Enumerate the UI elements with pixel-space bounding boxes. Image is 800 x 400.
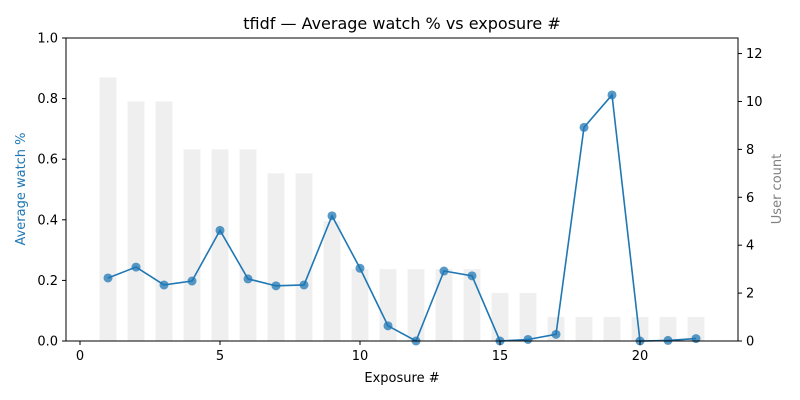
y-right-tick-label: 10: [746, 95, 763, 110]
bar: [295, 173, 313, 341]
bars-layer: [99, 77, 705, 342]
y-right-tick-label: 6: [746, 191, 754, 206]
x-tick-label: 20: [632, 349, 649, 364]
data-point: [355, 263, 365, 273]
x-axis-label: Exposure #: [364, 371, 439, 386]
bar: [407, 269, 425, 341]
y-right-tick-label: 12: [746, 47, 763, 62]
bar: [183, 149, 201, 341]
bar: [99, 77, 117, 342]
bar: [379, 269, 397, 341]
bar: [687, 317, 705, 341]
axes-layer: 0 5 10 15 20 0.0 0.2 0.4 0.6 0.8 1.0 0 2 4 6 8 10 12: [37, 32, 762, 365]
y-left-tick-label: 0.8: [37, 92, 58, 107]
data-point: [299, 280, 309, 290]
bar: [155, 101, 173, 342]
y-axis-left-label: Average watch %: [14, 132, 29, 245]
y-right-tick-label: 8: [746, 143, 754, 158]
y-right-tick-label: 4: [746, 239, 754, 254]
data-point: [271, 281, 281, 291]
plot-frame: [65, 37, 739, 342]
bar: [267, 173, 285, 341]
data-point: [243, 274, 253, 284]
bar: [239, 149, 257, 341]
x-tick-label: 0: [76, 349, 84, 364]
y-axis-right-label: User count: [770, 154, 785, 224]
bar: [351, 269, 369, 341]
bar: [127, 101, 145, 342]
series-line: [107, 93, 697, 343]
data-point: [215, 225, 225, 235]
data-point: [439, 266, 449, 276]
bar: [323, 221, 341, 341]
x-tick-label: 15: [492, 349, 509, 364]
y-right-tick-label: 0: [746, 335, 754, 350]
data-point: [383, 321, 393, 331]
bar: [435, 269, 453, 341]
data-point: [187, 276, 197, 286]
y-left-tick-label: 0.0: [37, 335, 58, 350]
data-point: [103, 273, 113, 283]
bar: [659, 317, 677, 341]
data-point: [467, 271, 477, 281]
bar: [575, 317, 593, 341]
y-left-tick-label: 0.4: [37, 213, 58, 228]
line-layer: [103, 90, 701, 346]
bar: [519, 293, 537, 341]
data-point: [663, 335, 673, 345]
x-tick-label: 5: [216, 349, 224, 364]
x-tick-label: 10: [352, 349, 369, 364]
data-point: [551, 329, 561, 339]
data-point: [523, 334, 533, 344]
data-point: [159, 280, 169, 290]
data-point: [131, 262, 141, 272]
y-left-tick-label: 0.6: [37, 153, 58, 168]
chart-title: tfidf — Average watch % vs exposure #: [243, 14, 560, 33]
data-point: [607, 90, 617, 100]
bar: [603, 317, 621, 341]
data-point: [691, 334, 701, 344]
bar: [631, 317, 649, 341]
data-point: [579, 122, 589, 132]
bar: [211, 149, 229, 341]
y-left-tick-label: 1.0: [37, 32, 58, 47]
y-right-tick-label: 2: [746, 287, 754, 302]
data-point: [327, 211, 337, 221]
bar: [491, 293, 509, 341]
y-left-tick-label: 0.2: [37, 274, 58, 289]
